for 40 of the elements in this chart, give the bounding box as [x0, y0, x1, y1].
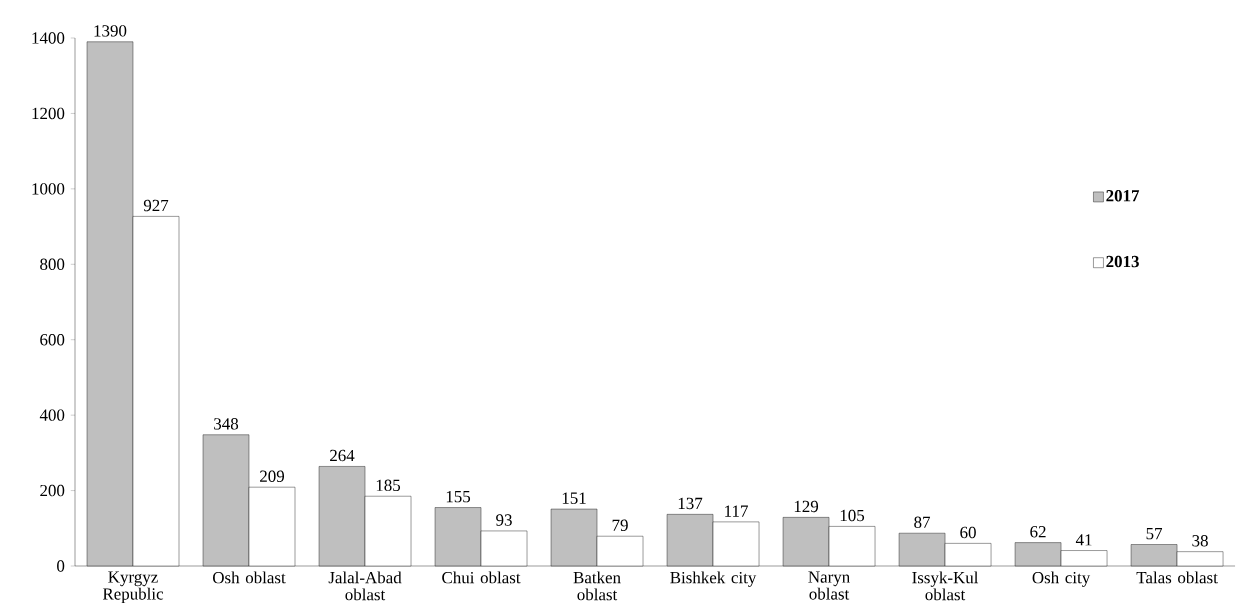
x-tick-label: Osh city	[1032, 571, 1091, 587]
x-tick-label: Batken oblast	[573, 571, 621, 601]
data-label: 41	[1075, 534, 1092, 546]
data-label: 62	[1030, 526, 1046, 538]
data-label: 185	[376, 479, 401, 492]
data-label: 151	[562, 492, 586, 504]
x-tick-label: Talas oblast	[1136, 571, 1218, 584]
x-tick-label: Bishkek city	[670, 571, 757, 587]
data-label: 87	[914, 516, 931, 528]
x-tick-label: Osh oblast	[213, 571, 286, 584]
x-tick-label: Naryn oblast	[808, 571, 850, 600]
y-tick-label: 1000	[32, 183, 65, 195]
y-tick-label: 1200	[32, 107, 65, 120]
data-label: 927	[143, 199, 169, 212]
data-label: 60	[960, 526, 976, 539]
y-tick-label: 0	[57, 560, 65, 572]
data-label: 1390	[94, 25, 127, 37]
y-tick-label: 200	[40, 484, 65, 497]
data-label: 93	[496, 514, 512, 526]
data-label: 105	[840, 509, 865, 522]
y-tick-label: 400	[39, 409, 65, 421]
legend-label: 2013	[1106, 255, 1139, 268]
data-label: 79	[612, 519, 628, 532]
x-tick-label: Kyrgyz Republic	[102, 571, 164, 604]
y-tick-label: 800	[40, 258, 65, 270]
legend-label: 2017	[1106, 190, 1140, 202]
y-tick-label: 1400	[32, 32, 65, 44]
data-label: 348	[214, 418, 239, 430]
x-tick-label: Jalal-Abad oblast	[328, 571, 402, 601]
data-label: 264	[330, 449, 355, 462]
y-tick-label: 600	[40, 334, 65, 346]
x-tick-label: Issyk-Kul oblast	[912, 571, 979, 601]
x-tick-label: Chui oblast	[442, 571, 521, 584]
data-label: 57	[1146, 528, 1163, 540]
data-label: 38	[1192, 535, 1208, 547]
data-label: 155	[446, 490, 471, 503]
data-label: 117	[725, 505, 748, 517]
data-label: 129	[794, 500, 819, 513]
data-label: 209	[260, 470, 285, 482]
data-label: 137	[678, 497, 703, 510]
